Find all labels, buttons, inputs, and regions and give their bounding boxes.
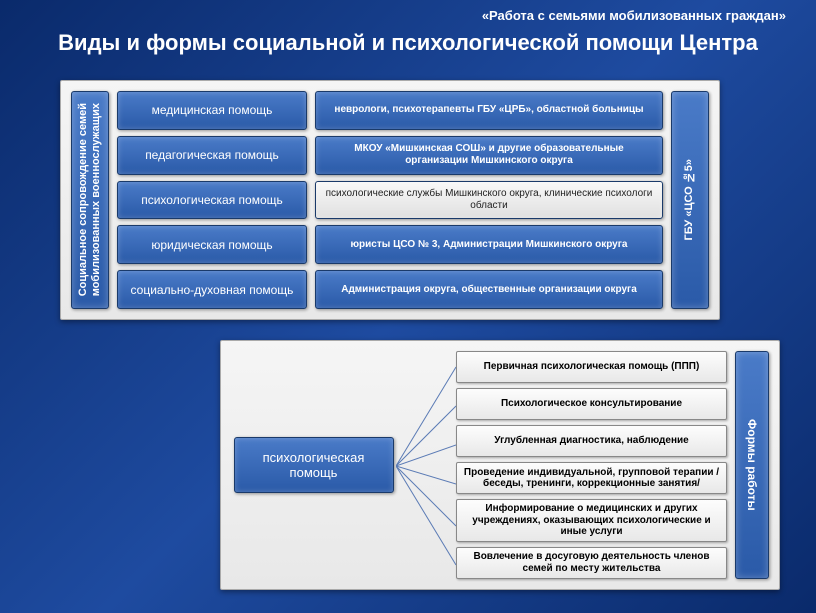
type-label: юридическая помощь <box>117 225 307 264</box>
block-forms: психологическая помощь Первичная психоло… <box>220 340 780 590</box>
fan-lines <box>396 351 456 579</box>
type-label: педагогическая помощь <box>117 136 307 175</box>
type-label: психологическая помощь <box>117 181 307 220</box>
vbar-left-label: Социальное сопровождение семей мобилизов… <box>77 103 103 296</box>
form-item: Первичная психологическая помощь (ППП) <box>456 351 727 383</box>
type-label: медицинская помощь <box>117 91 307 130</box>
vbar-left: Социальное сопровождение семей мобилизов… <box>71 91 109 309</box>
type-row: юридическая помощьюристы ЦСО № 3, Админи… <box>117 225 663 264</box>
fan-svg <box>396 351 456 581</box>
vbar-forms: Формы работы <box>735 351 769 579</box>
vbar-forms-label: Формы работы <box>745 419 759 511</box>
hub-container: психологическая помощь <box>231 351 396 579</box>
type-desc: неврологи, психотерапевты ГБУ «ЦРБ», обл… <box>315 91 663 130</box>
vbar-right-label: ГБУ «ЦСО №5» <box>683 159 696 240</box>
form-items: Первичная психологическая помощь (ППП) Пс… <box>456 351 727 579</box>
form-item: Углубленная диагностика, наблюдение <box>456 425 727 457</box>
form-item: Проведение индивидуальной, групповой тер… <box>456 462 727 494</box>
type-row: педагогическая помощьМКОУ «Мишкинская СО… <box>117 136 663 175</box>
type-label: социально-духовная помощь <box>117 270 307 309</box>
form-item: Психологическое консультирование <box>456 388 727 420</box>
type-desc: юристы ЦСО № 3, Администрации Мишкинског… <box>315 225 663 264</box>
type-row: медицинская помощьневрологи, психотерапе… <box>117 91 663 130</box>
type-row: психологическая помощьпсихологические сл… <box>117 181 663 220</box>
type-rows: медицинская помощьневрологи, психотерапе… <box>117 91 663 309</box>
block-types: Социальное сопровождение семей мобилизов… <box>60 80 720 320</box>
vbar-right: ГБУ «ЦСО №5» <box>671 91 709 309</box>
type-desc: МКОУ «Мишкинская СОШ» и другие образоват… <box>315 136 663 175</box>
page-title: Виды и формы социальной и психологическо… <box>30 30 786 56</box>
type-desc: Администрация округа, общественные орган… <box>315 270 663 309</box>
type-desc: психологические службы Мишкинского округ… <box>315 181 663 220</box>
header-subtitle: «Работа с семьями мобилизованных граждан… <box>482 8 786 23</box>
form-item: Вовлечение в досуговую деятельность член… <box>456 547 727 579</box>
form-item: Информирование о медицинских и других уч… <box>456 499 727 542</box>
type-row: социально-духовная помощьАдминистрация о… <box>117 270 663 309</box>
hub-box: психологическая помощь <box>234 437 394 493</box>
